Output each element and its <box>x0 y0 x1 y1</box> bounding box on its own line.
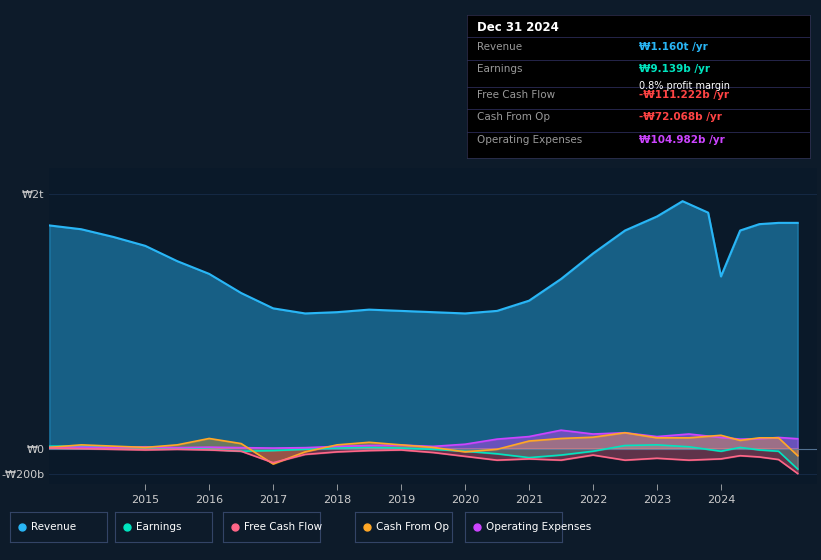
Text: ₩1.160t /yr: ₩1.160t /yr <box>639 42 707 52</box>
Text: Cash From Op: Cash From Op <box>376 522 449 532</box>
Text: -₩111.222b /yr: -₩111.222b /yr <box>639 90 728 100</box>
Text: Free Cash Flow: Free Cash Flow <box>245 522 323 532</box>
Text: Earnings: Earnings <box>477 64 523 74</box>
Text: Earnings: Earnings <box>136 522 181 532</box>
Text: Free Cash Flow: Free Cash Flow <box>477 90 556 100</box>
Text: ₩104.982b /yr: ₩104.982b /yr <box>639 135 724 145</box>
Text: Revenue: Revenue <box>31 522 76 532</box>
Text: Dec 31 2024: Dec 31 2024 <box>477 21 559 34</box>
Text: Operating Expenses: Operating Expenses <box>477 135 583 145</box>
Text: Cash From Op: Cash From Op <box>477 112 550 122</box>
Text: Revenue: Revenue <box>477 42 522 52</box>
Text: ₩9.139b /yr: ₩9.139b /yr <box>639 64 709 74</box>
Text: Operating Expenses: Operating Expenses <box>486 522 592 532</box>
Text: 0.8% profit margin: 0.8% profit margin <box>639 82 730 91</box>
Text: -₩72.068b /yr: -₩72.068b /yr <box>639 112 722 122</box>
